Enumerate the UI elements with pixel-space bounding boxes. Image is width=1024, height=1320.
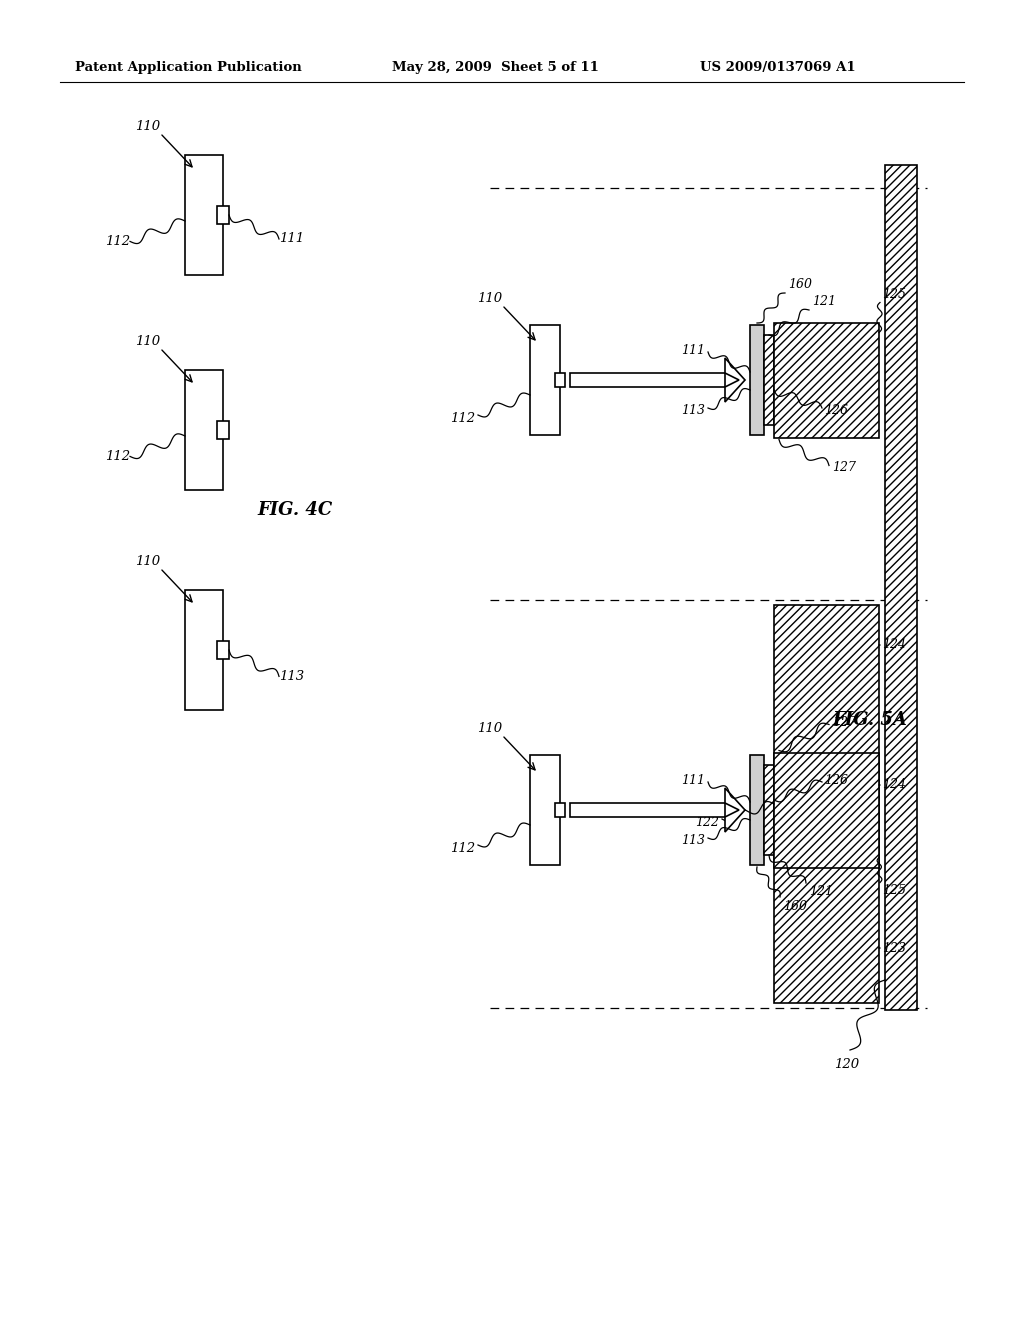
Bar	[185, 370, 223, 490]
Bar	[885, 165, 918, 1010]
Text: 160: 160	[788, 279, 812, 290]
Text: 111: 111	[681, 774, 705, 787]
Text: 121: 121	[812, 294, 836, 308]
Text: 110: 110	[477, 722, 502, 735]
Bar	[570, 803, 725, 817]
Bar	[217, 642, 229, 659]
Text: 123: 123	[882, 941, 906, 954]
Bar	[185, 590, 223, 710]
Bar	[570, 374, 725, 387]
Text: 113: 113	[681, 404, 705, 417]
Text: Patent Application Publication: Patent Application Publication	[75, 62, 302, 74]
Text: US 2009/0137069 A1: US 2009/0137069 A1	[700, 62, 856, 74]
Polygon shape	[725, 788, 745, 832]
Bar	[750, 755, 764, 865]
Text: 125: 125	[882, 288, 906, 301]
Bar	[217, 421, 229, 440]
Text: 110: 110	[135, 554, 160, 568]
Text: FIG. 4C: FIG. 4C	[257, 502, 333, 519]
Text: 124: 124	[882, 639, 906, 652]
Text: 110: 110	[135, 335, 160, 348]
Text: 113: 113	[681, 833, 705, 846]
Text: 160: 160	[783, 900, 807, 913]
Bar	[764, 766, 774, 855]
Text: 127: 127	[831, 461, 856, 474]
Bar	[774, 752, 879, 867]
Text: 120: 120	[835, 1059, 859, 1071]
Text: 111: 111	[681, 343, 705, 356]
Text: 110: 110	[477, 292, 502, 305]
Text: 127: 127	[831, 715, 856, 729]
Text: 113: 113	[279, 671, 304, 682]
Bar	[750, 325, 764, 436]
Text: 125: 125	[882, 884, 906, 898]
Bar	[774, 322, 879, 437]
Text: 112: 112	[104, 235, 130, 248]
Text: 112: 112	[450, 842, 475, 854]
Bar	[555, 803, 565, 817]
Text: 112: 112	[450, 412, 475, 425]
Text: 126: 126	[824, 774, 848, 787]
Bar	[764, 335, 774, 425]
Bar	[530, 755, 560, 865]
Text: 112: 112	[104, 450, 130, 463]
Bar	[217, 206, 229, 224]
Text: FIG. 5A: FIG. 5A	[833, 711, 907, 729]
Bar	[555, 374, 565, 387]
Bar	[774, 605, 879, 1003]
Polygon shape	[725, 358, 745, 403]
Text: 124: 124	[882, 779, 906, 792]
Text: 126: 126	[824, 404, 848, 417]
Text: 111: 111	[279, 232, 304, 246]
Text: 110: 110	[135, 120, 160, 133]
Bar	[530, 325, 560, 436]
Bar	[185, 154, 223, 275]
Text: 121: 121	[809, 884, 833, 898]
Text: May 28, 2009  Sheet 5 of 11: May 28, 2009 Sheet 5 of 11	[392, 62, 599, 74]
Text: 122: 122	[695, 816, 719, 829]
